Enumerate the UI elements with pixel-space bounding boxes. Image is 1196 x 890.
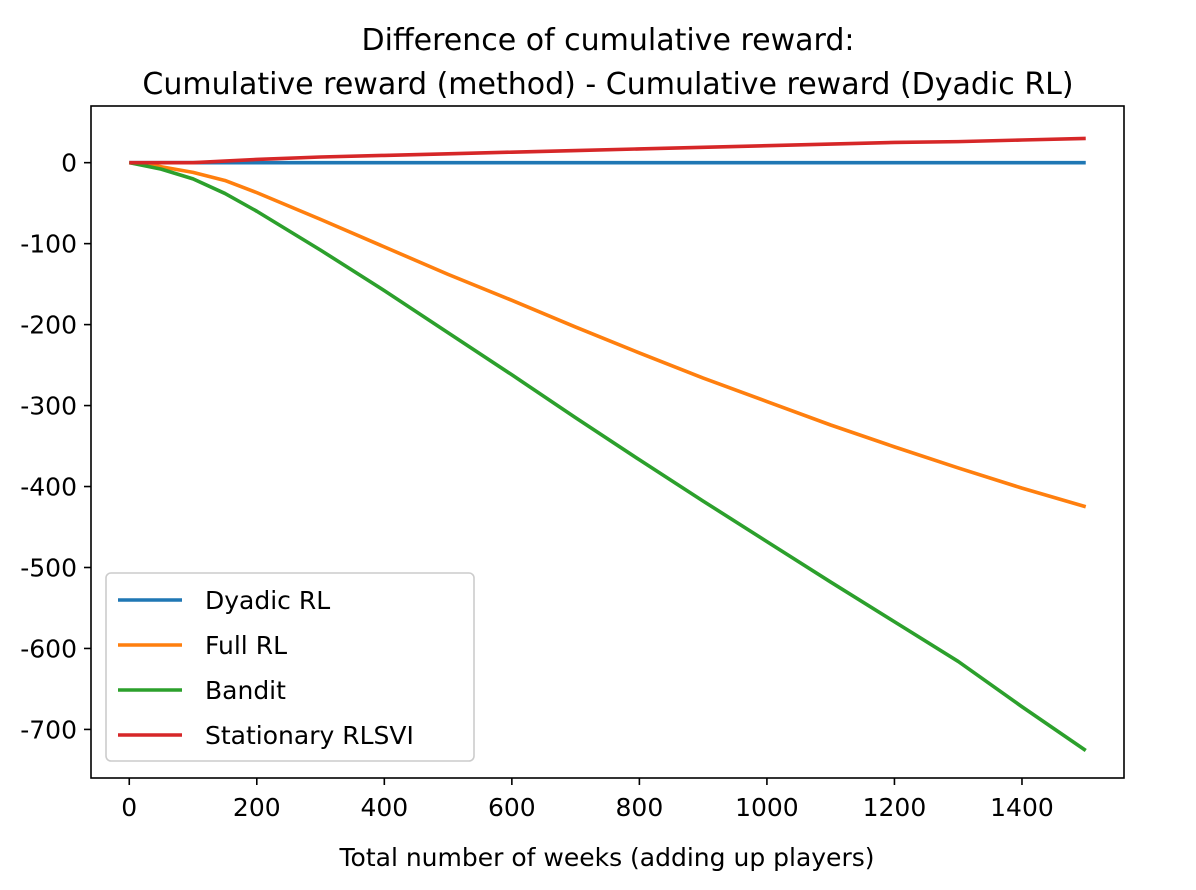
series-line-bandit <box>128 160 1087 752</box>
legend-label: Full RL <box>205 631 287 660</box>
plot-area: 0 200 400 600 800 1000 1200 1400 0 -100 -200 -300 -4… <box>20 105 1125 822</box>
x-tick-label: 1000 <box>735 793 799 822</box>
x-axis-label: Total number of weeks (adding up players… <box>339 843 875 872</box>
y-tick-label: -400 <box>20 473 77 502</box>
x-tick-label: 1400 <box>990 793 1054 822</box>
y-tick-label: 0 <box>61 149 77 178</box>
y-tick-label: -600 <box>20 634 77 663</box>
series-line-stationary-rlsvi <box>129 136 1086 165</box>
chart-subtitle: Cumulative reward (method) - Cumulative … <box>142 67 1073 102</box>
x-tick-label: 400 <box>360 793 408 822</box>
x-tick-label: 1200 <box>863 793 927 822</box>
x-tick-label: 200 <box>233 793 281 822</box>
y-tick-label: -700 <box>20 715 77 744</box>
legend-box <box>105 572 475 762</box>
x-tick-label: 800 <box>616 793 664 822</box>
legend-label: Stationary RLSVI <box>205 721 414 750</box>
y-tick-label: -200 <box>20 311 77 340</box>
x-tick-label: 0 <box>121 793 137 822</box>
legend-label: Bandit <box>205 676 286 705</box>
series-line-full-rl <box>129 160 1087 509</box>
x-tick-label: 600 <box>488 793 536 822</box>
y-tick-label: -300 <box>20 392 77 421</box>
legend-label: Dyadic RL <box>205 586 330 615</box>
y-tick-label: -100 <box>20 230 77 259</box>
chart-title: Difference of cumulative reward: <box>362 23 855 58</box>
plot-frame <box>90 105 1125 779</box>
y-tick-label: -500 <box>20 553 77 582</box>
